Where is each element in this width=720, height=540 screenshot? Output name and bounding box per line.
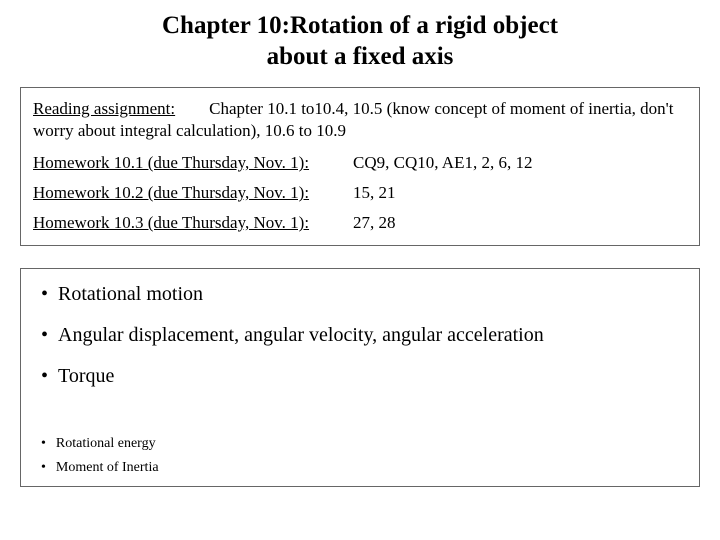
topic-item: Rotational motion	[35, 283, 685, 306]
reading-label: Reading assignment:	[33, 99, 175, 118]
topic-item-small: Moment of Inertia	[35, 460, 685, 476]
homework-label: Homework 10.3 (due Thursday, Nov. 1):	[33, 213, 353, 233]
title-line1: Chapter 10:Rotation of a rigid object	[20, 10, 700, 41]
homework-label: Homework 10.2 (due Thursday, Nov. 1):	[33, 183, 353, 203]
assignments-box: Reading assignment: Chapter 10.1 to10.4,…	[20, 87, 700, 247]
homework-row: Homework 10.2 (due Thursday, Nov. 1): 15…	[33, 183, 687, 203]
homework-value: CQ9, CQ10, AE1, 2, 6, 12	[353, 153, 687, 173]
reading-assignment: Reading assignment: Chapter 10.1 to10.4,…	[33, 98, 687, 144]
topic-item-small: Rotational energy	[35, 436, 685, 452]
topics-box: Rotational motion Angular displacement, …	[20, 268, 700, 487]
homework-value: 15, 21	[353, 183, 687, 203]
topic-item: Torque	[35, 365, 685, 388]
page-title: Chapter 10:Rotation of a rigid object ab…	[20, 10, 700, 73]
title-line2: about a fixed axis	[20, 41, 700, 72]
spacer	[35, 406, 685, 436]
homework-value: 27, 28	[353, 213, 687, 233]
homework-row: Homework 10.1 (due Thursday, Nov. 1): CQ…	[33, 153, 687, 173]
homework-label: Homework 10.1 (due Thursday, Nov. 1):	[33, 153, 353, 173]
homework-row: Homework 10.3 (due Thursday, Nov. 1): 27…	[33, 213, 687, 233]
topic-item: Angular displacement, angular velocity, …	[35, 324, 685, 347]
